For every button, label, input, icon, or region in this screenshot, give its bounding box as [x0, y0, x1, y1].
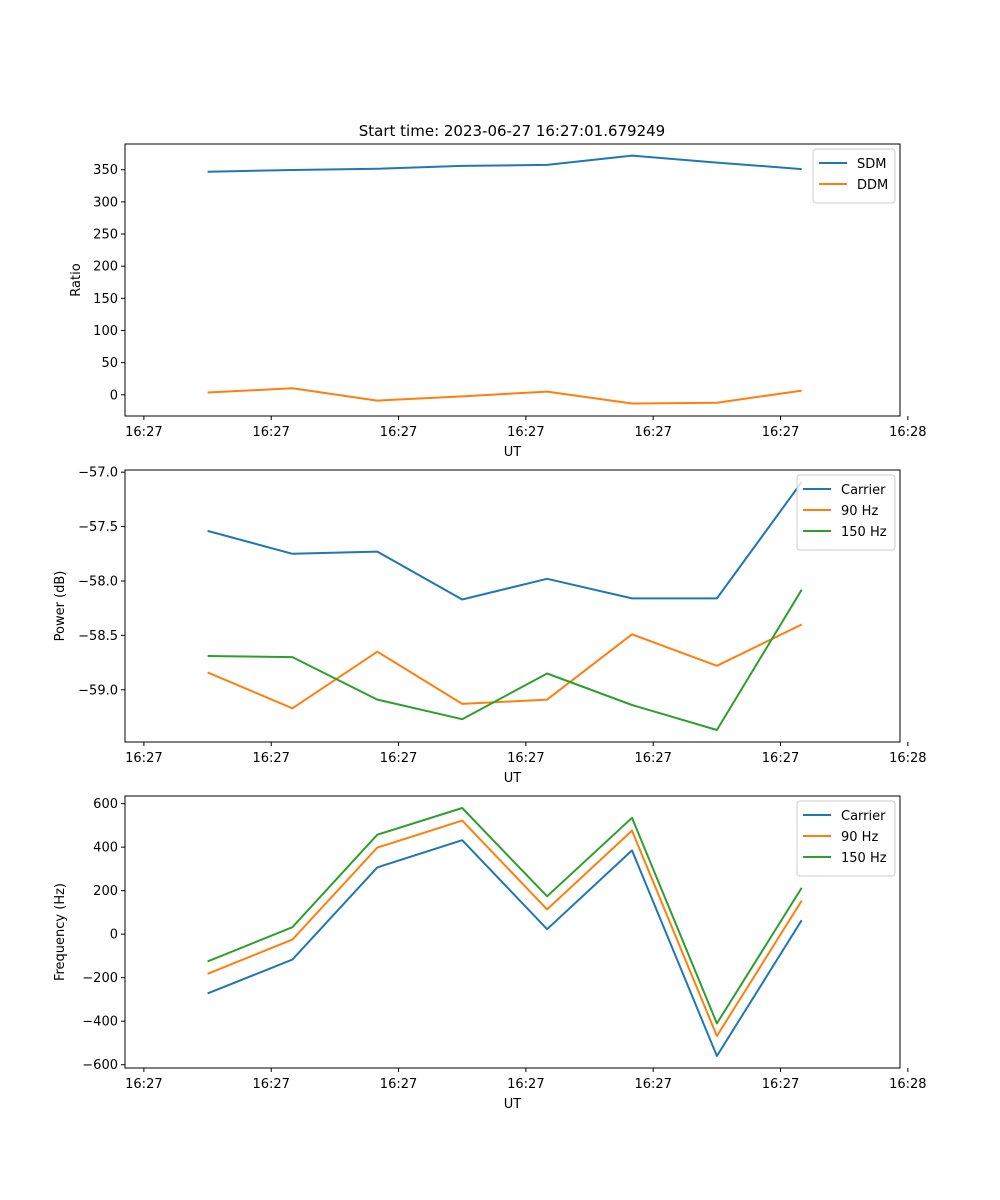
x-tick-label: 16:27 [507, 425, 544, 440]
y-tick-label: −58.5 [78, 629, 118, 644]
y-tick-label: −57.5 [78, 520, 118, 535]
x-tick-label: 16:27 [507, 751, 544, 766]
x-tick-label: 16:27 [252, 1077, 289, 1092]
legend-label: SDM [857, 157, 886, 172]
y-tick-label: 350 [93, 163, 118, 178]
x-axis-label: UT [504, 445, 522, 460]
subplot-ratio: 16:27 16:27 16:27 16:27 16:27 16:27 16:28 0 50 10… [69, 143, 927, 460]
x-tick-label: 16:27 [507, 1077, 544, 1092]
x-tick-label: 16:27 [125, 751, 162, 766]
legend-label: Carrier [841, 809, 886, 824]
y-axis-label: Power (dB) [53, 571, 68, 642]
y-tick-label: −200 [82, 971, 118, 986]
legend-label: 150 Hz [841, 851, 887, 866]
x-tick-label: 16:27 [380, 1077, 417, 1092]
y-tick-label: 100 [93, 324, 118, 339]
legend-label: 90 Hz [841, 830, 878, 845]
y-tick-label: −58.0 [78, 574, 118, 589]
x-tick-label: 16:27 [634, 751, 671, 766]
y-axis-label: Frequency (Hz) [53, 883, 68, 981]
legend: SDM DDM [812, 148, 896, 204]
x-tick-label: 16:27 [762, 425, 799, 440]
legend-label: 150 Hz [841, 525, 887, 540]
y-tick-label: −57.0 [78, 466, 118, 481]
legend-label: Carrier [841, 483, 886, 498]
chart-title: Start time: 2023-06-27 16:27:01.679249 [359, 122, 665, 140]
x-tick-label: 16:27 [380, 425, 417, 440]
series-line-90-hz [207, 623, 803, 710]
series-line-90-hz [207, 819, 803, 1037]
y-tick-label: 0 [110, 928, 118, 943]
x-tick-label: 16:27 [762, 1077, 799, 1092]
y-tick-label: −400 [82, 1015, 118, 1030]
series-line-sdm [207, 154, 802, 173]
subplot-frequency: 16:27 16:27 16:27 16:27 16:27 16:27 16:28 −600 −… [53, 795, 927, 1112]
series-line-carrier [207, 481, 803, 601]
series-line-carrier [207, 839, 803, 1057]
y-tick-label: 50 [101, 356, 118, 371]
x-axis-label: UT [504, 771, 522, 786]
x-tick-label: 16:27 [125, 425, 162, 440]
x-tick-label: 16:27 [380, 751, 417, 766]
y-tick-label: 300 [93, 195, 118, 210]
x-tick-label: 16:27 [252, 751, 289, 766]
legend-label: DDM [857, 178, 888, 193]
y-tick-label: 200 [93, 260, 118, 275]
axes-frame [124, 795, 901, 1069]
axes-frame [124, 469, 901, 743]
subplot-power: 16:27 16:27 16:27 16:27 16:27 16:27 16:28 −59.0… [53, 466, 927, 786]
legend: Carrier 90 Hz 150 Hz [796, 800, 896, 877]
y-tick-label: −600 [82, 1058, 118, 1073]
y-axis-label: Ratio [69, 263, 84, 296]
legend-label: 90 Hz [841, 504, 878, 519]
axes-frame [124, 143, 901, 417]
series-line-ddm [207, 387, 802, 405]
x-tick-label: 16:28 [889, 425, 926, 440]
y-tick-label: 150 [93, 292, 118, 307]
x-tick-label: 16:27 [634, 425, 671, 440]
legend: Carrier 90 Hz 150 Hz [796, 474, 896, 551]
y-tick-label: −59.0 [78, 683, 118, 698]
y-tick-label: 200 [93, 884, 118, 899]
y-tick-label: 0 [110, 388, 118, 403]
x-tick-label: 16:28 [889, 1077, 926, 1092]
x-tick-label: 16:28 [889, 751, 926, 766]
y-tick-label: 600 [93, 797, 118, 812]
x-tick-label: 16:27 [762, 751, 799, 766]
series-line-150-hz [207, 807, 803, 1025]
series-line-150-hz [207, 589, 803, 731]
x-axis-label: UT [504, 1097, 522, 1112]
y-tick-label: 400 [93, 841, 118, 856]
x-tick-label: 16:27 [125, 1077, 162, 1092]
x-tick-label: 16:27 [252, 425, 289, 440]
y-tick-label: 250 [93, 228, 118, 243]
x-tick-label: 16:27 [634, 1077, 671, 1092]
